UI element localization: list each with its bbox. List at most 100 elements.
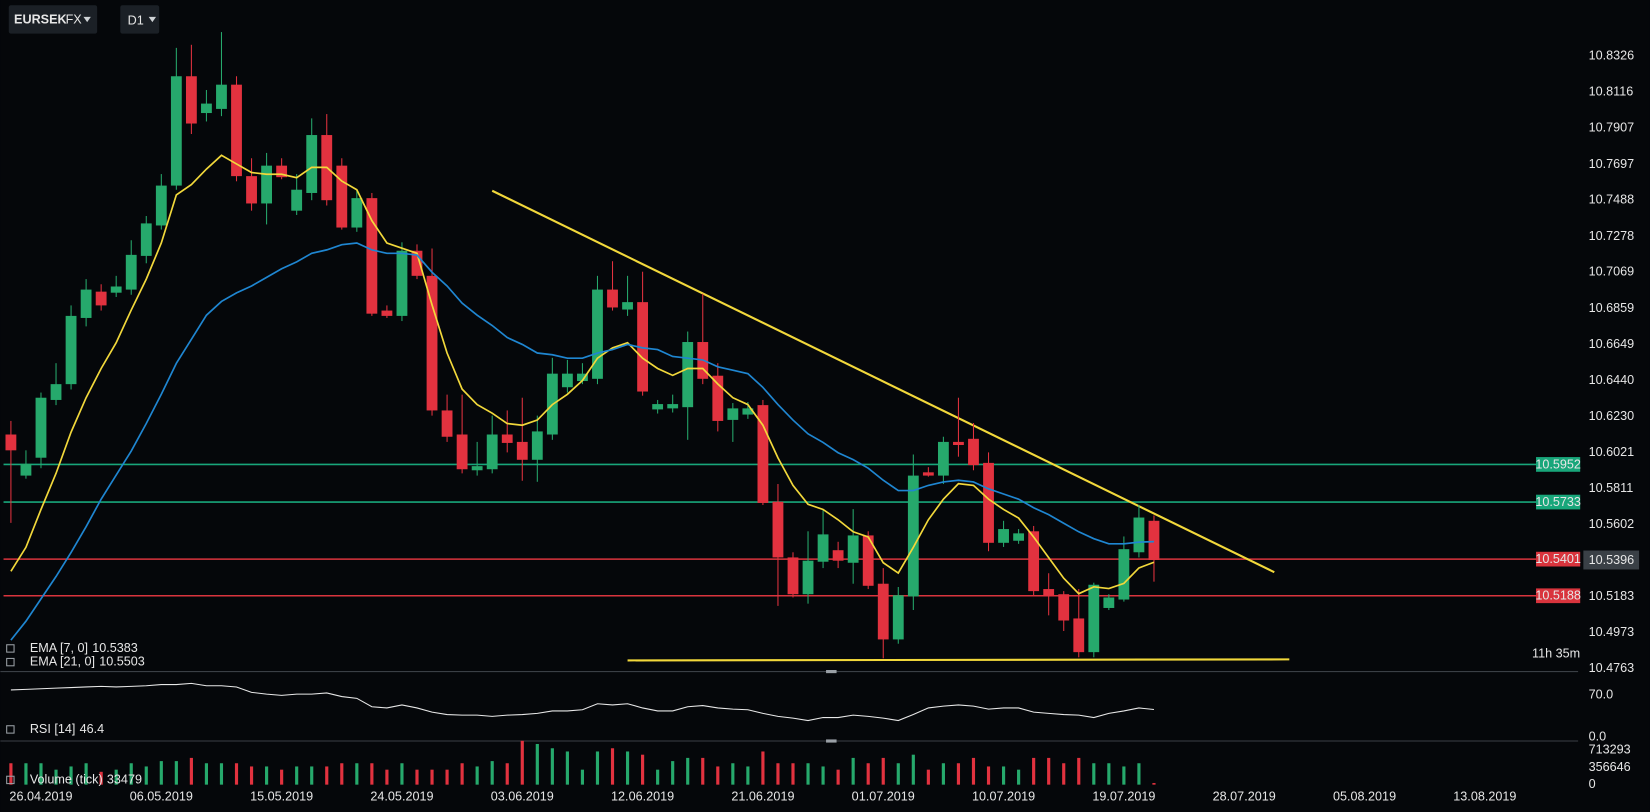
candle-body <box>366 198 378 314</box>
volume-bar <box>836 769 840 785</box>
candle-body <box>787 557 799 595</box>
volume-bar <box>731 763 735 785</box>
volume-bar <box>941 763 945 785</box>
candle-body <box>712 375 724 421</box>
legend-value: 33479 <box>107 773 142 787</box>
candle <box>5 420 17 523</box>
x-tick-label: 01.07.2019 <box>852 790 915 804</box>
candle-body <box>937 441 949 476</box>
y-tick-label: 713293 <box>1589 743 1631 757</box>
candle <box>246 158 257 211</box>
volume-bar <box>580 769 585 785</box>
y-tick-label: 10.6021 <box>1589 445 1635 459</box>
volume-bar <box>69 766 73 785</box>
candle-body <box>246 176 257 204</box>
candle <box>140 216 152 264</box>
volume-bar <box>385 769 389 785</box>
indicator-icon <box>6 657 15 667</box>
y-tick-label: 10.8116 <box>1589 85 1634 99</box>
timeframe-selector[interactable] <box>120 5 160 34</box>
volume-bar <box>550 748 554 785</box>
volume-bar <box>821 766 825 785</box>
candle <box>411 244 423 280</box>
candle-body <box>20 463 32 476</box>
plot-area: 10.8326 10.8116 10.7907 10.7697 10.7488 10.72… <box>3 32 1640 804</box>
candle <box>937 436 949 485</box>
volume-bar <box>355 763 359 785</box>
candle <box>968 422 979 471</box>
candle-body <box>577 373 588 382</box>
volume-bar <box>295 766 299 785</box>
x-tick-label: 05.08.2019 <box>1333 790 1396 804</box>
candle <box>637 271 649 396</box>
candle <box>1088 582 1100 658</box>
candle <box>501 410 513 453</box>
volume-bar <box>881 757 885 785</box>
candle-body <box>261 165 273 204</box>
candle <box>682 331 694 440</box>
volume-bar <box>716 766 720 785</box>
candle <box>291 174 303 215</box>
level-tag <box>1536 551 1581 567</box>
candle <box>80 279 92 327</box>
candle-body <box>983 462 994 543</box>
candle-body <box>1088 584 1100 653</box>
y-tick-label: 10.7697 <box>1589 157 1635 171</box>
volume-bar <box>174 761 178 785</box>
x-tick-label: 03.06.2019 <box>491 790 554 804</box>
level-label: 10.5733 <box>1535 495 1581 509</box>
volume-bar <box>971 757 976 785</box>
volume-bar <box>761 751 765 785</box>
candle <box>95 284 107 311</box>
volume-bar <box>159 761 163 785</box>
candle-body <box>817 534 829 562</box>
candle <box>1148 515 1160 582</box>
candle-body <box>185 76 197 124</box>
volume-bar <box>1047 757 1051 785</box>
volume-bar <box>280 769 284 785</box>
candle <box>772 484 784 606</box>
candle <box>216 32 227 117</box>
volume-bar <box>1032 757 1036 785</box>
volume-bar <box>806 763 810 785</box>
candle <box>712 363 724 432</box>
y-tick-label: 10.7069 <box>1589 265 1635 279</box>
volume-bar <box>746 766 750 785</box>
ema-line <box>10 242 1154 641</box>
y-tick-label: 10.4763 <box>1589 661 1635 675</box>
candle <box>50 363 62 406</box>
candle <box>607 261 618 311</box>
volume-bar <box>129 763 133 785</box>
candle-body <box>276 165 288 178</box>
volume-bar <box>9 763 13 785</box>
resize-handle[interactable] <box>826 739 837 743</box>
symbol-selector[interactable] <box>8 5 98 34</box>
candle-body <box>847 535 859 563</box>
resize-handle[interactable] <box>826 670 837 674</box>
candle-body <box>1148 520 1160 561</box>
candle-body <box>216 84 227 109</box>
candle-body <box>877 583 889 640</box>
candle <box>261 152 273 225</box>
candle <box>1058 591 1070 632</box>
volume-bar <box>460 763 464 785</box>
x-tick-label: 10.07.2019 <box>972 790 1035 804</box>
candle <box>802 531 814 604</box>
x-tick-label: 12.06.2019 <box>611 790 674 804</box>
candle <box>516 397 528 481</box>
x-tick-label: 15.05.2019 <box>250 790 313 804</box>
candle <box>351 189 363 232</box>
candle-body <box>486 434 498 470</box>
volume-bar <box>1137 763 1141 785</box>
candle-body <box>892 595 904 640</box>
volume-bar <box>776 763 780 785</box>
candle-body <box>1073 618 1085 653</box>
volume-bar <box>671 761 675 785</box>
volume-bar <box>204 763 209 785</box>
candle <box>366 192 378 316</box>
volume-bar <box>490 761 494 785</box>
candle-body <box>155 185 167 226</box>
candle-body <box>381 310 393 316</box>
y-tick-label: 0 <box>1589 777 1596 791</box>
